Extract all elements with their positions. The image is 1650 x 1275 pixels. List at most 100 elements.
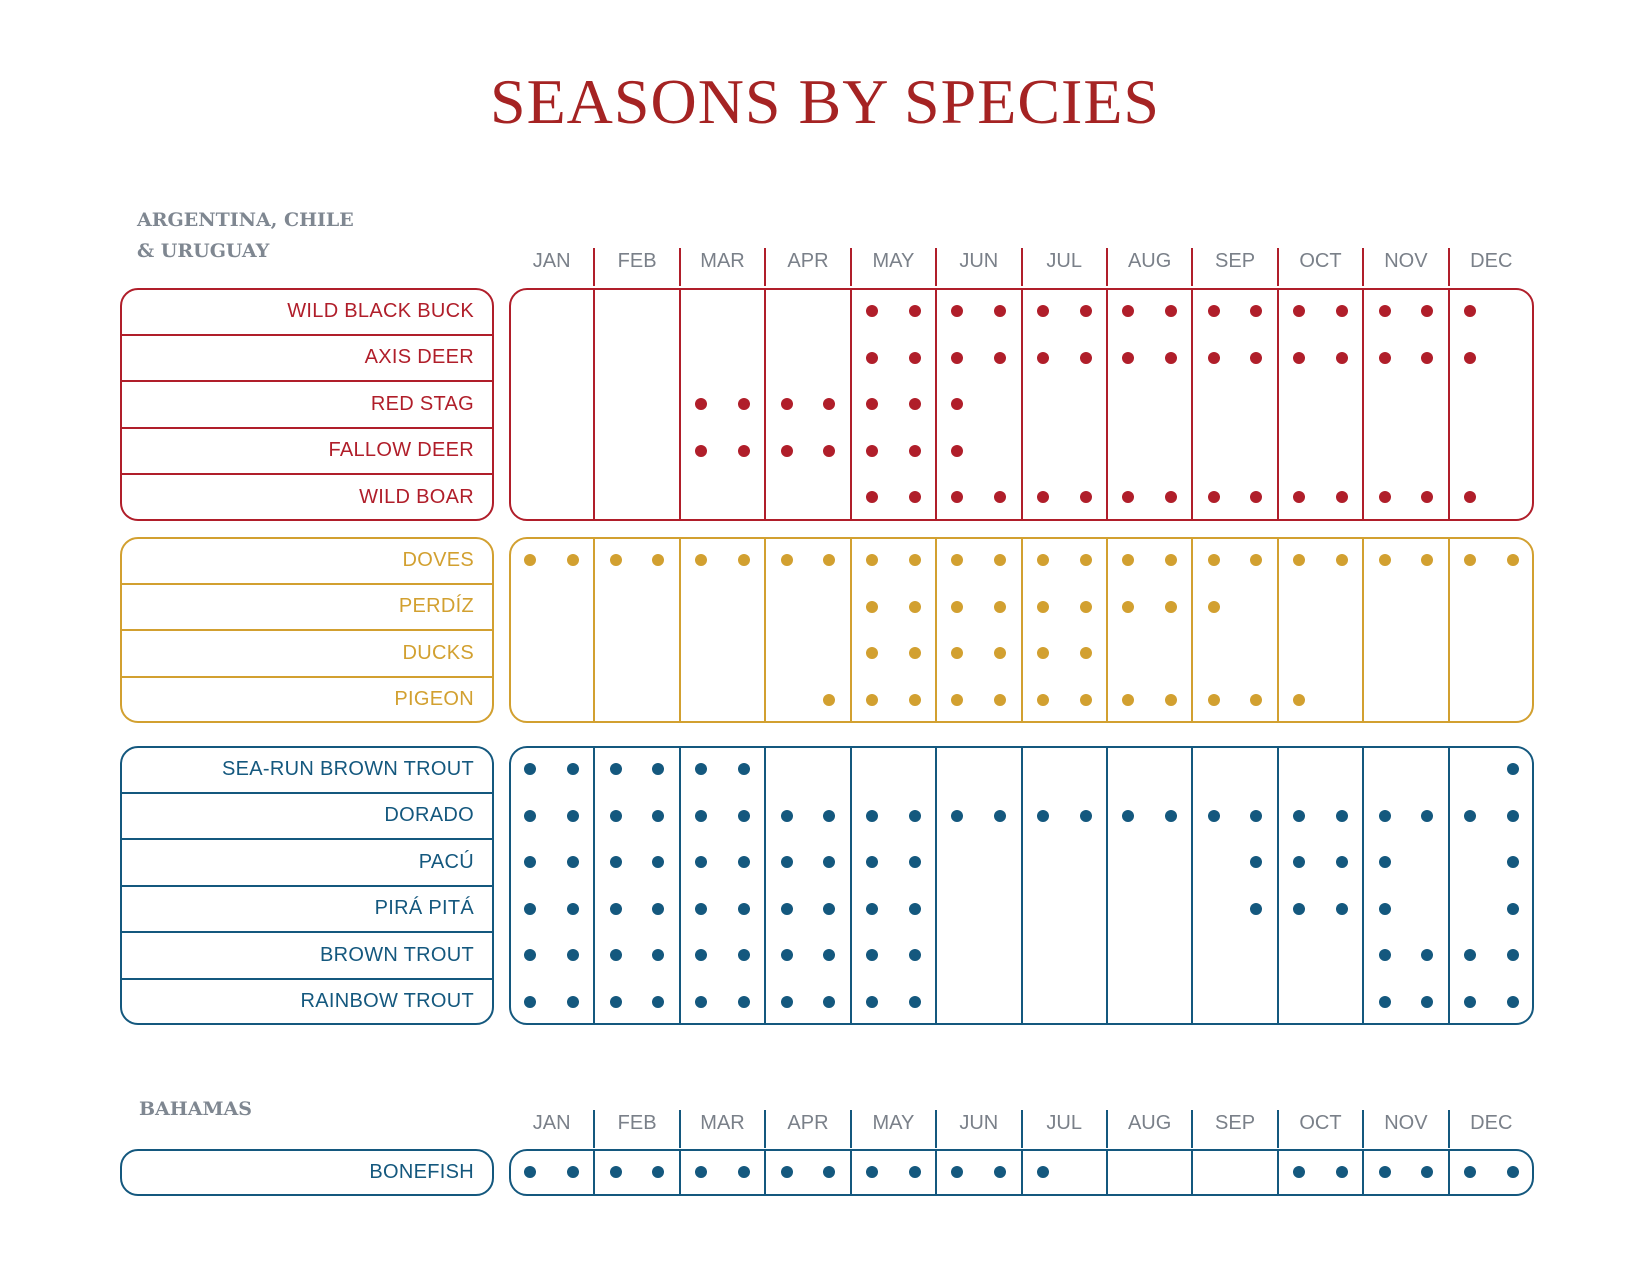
season-mark-dot: [1506, 902, 1519, 915]
season-mark-dot: [524, 856, 537, 869]
season-mark-dot: [1250, 351, 1263, 364]
season-mark-dot: [567, 856, 580, 869]
month-header: AUG: [1127, 1112, 1172, 1134]
label-box-fish: [120, 1149, 494, 1196]
season-mark-dot: [737, 995, 750, 1008]
season-mark-dot: [1250, 554, 1263, 567]
month-header: DEC: [1470, 1112, 1513, 1134]
season-mark-dot: [1335, 554, 1348, 567]
month-header: OCT: [1299, 1112, 1342, 1134]
season-mark-dot: [1335, 305, 1348, 318]
region-label-line: & URUGUAY: [137, 240, 270, 262]
season-mark-dot: [866, 949, 879, 962]
grid-column-line: [593, 537, 596, 723]
season-mark-dot: [866, 351, 879, 364]
season-mark-dot: [695, 949, 708, 962]
month-separator: [593, 248, 596, 286]
season-mark-dot: [609, 554, 622, 567]
season-mark-dot: [908, 305, 921, 318]
season-mark-dot: [1463, 554, 1476, 567]
grid-column-line: [1447, 1149, 1450, 1196]
label-row-divider: [120, 884, 494, 887]
season-mark-dot: [1036, 554, 1049, 567]
season-mark-dot: [1293, 305, 1306, 318]
grid-column-line: [1447, 537, 1450, 723]
month-header: JUL: [1046, 1112, 1082, 1134]
season-mark-dot: [652, 809, 665, 822]
month-separator: [1362, 248, 1365, 286]
season-mark-dot: [823, 902, 836, 915]
month-separator: [678, 248, 681, 286]
season-mark-dot: [567, 809, 580, 822]
season-mark-dot: [524, 949, 537, 962]
month-header: JUN: [959, 250, 999, 272]
month-separator: [1447, 248, 1450, 286]
month-separator: [1362, 1110, 1365, 1148]
season-mark-dot: [951, 351, 964, 364]
grid-column-line: [1105, 1149, 1108, 1196]
season-mark-dot: [1421, 491, 1434, 504]
season-mark-dot: [609, 809, 622, 822]
month-separator: [1447, 1110, 1450, 1148]
label-row-divider: [120, 333, 494, 336]
season-mark-dot: [609, 856, 622, 869]
season-mark-dot: [866, 856, 879, 869]
grid-column-line: [764, 288, 767, 521]
month-header: JUN: [959, 1112, 999, 1134]
season-mark-dot: [994, 305, 1007, 318]
grid-column-line: [1276, 537, 1279, 723]
season-mark-dot: [866, 902, 879, 915]
season-mark-dot: [524, 809, 537, 822]
label-row-divider: [120, 931, 494, 933]
grid-column-line: [593, 288, 596, 521]
region-label: BAHAMAS: [139, 1094, 252, 1125]
season-mark-dot: [1506, 949, 1519, 962]
grid-column-line: [593, 1149, 596, 1196]
season-mark-dot: [1207, 554, 1220, 567]
season-mark-dot: [652, 902, 665, 915]
season-mark-dot: [1421, 554, 1434, 567]
season-mark-dot: [951, 305, 964, 318]
grid-column-line: [1362, 1149, 1365, 1196]
season-mark-dot: [951, 554, 964, 567]
season-mark-dot: [951, 647, 964, 660]
month-header: MAY: [872, 1112, 915, 1134]
season-mark-dot: [951, 491, 964, 504]
season-mark-dot: [994, 491, 1007, 504]
season-mark-dot: [823, 444, 836, 457]
season-mark-dot: [695, 763, 708, 776]
label-row-divider: [120, 426, 494, 429]
season-mark-dot: [908, 949, 921, 962]
season-mark-dot: [1335, 491, 1348, 504]
month-separator: [1191, 1110, 1194, 1148]
season-mark-dot: [994, 809, 1007, 822]
month-header: APR: [787, 250, 829, 272]
season-mark-dot: [1421, 351, 1434, 364]
grid-column-line: [1191, 537, 1194, 723]
season-mark-dot: [1378, 305, 1391, 318]
region-label-line: BAHAMAS: [139, 1098, 252, 1120]
season-mark-dot: [908, 351, 921, 364]
season-mark-dot: [1036, 305, 1049, 318]
season-mark-dot: [1378, 351, 1391, 364]
season-mark-dot: [1293, 554, 1306, 567]
species-label: PIGEON: [394, 688, 474, 711]
species-label: BROWN TROUT: [319, 943, 474, 966]
season-mark-dot: [1164, 351, 1177, 364]
season-mark-dot: [1378, 554, 1391, 567]
season-mark-dot: [1378, 1166, 1391, 1179]
season-mark-dot: [737, 902, 750, 915]
grid-column-line: [1020, 1149, 1023, 1196]
month-separator: [764, 248, 767, 286]
season-mark-dot: [866, 647, 879, 660]
label-row-divider: [120, 380, 494, 382]
season-mark-dot: [1293, 491, 1306, 504]
season-mark-dot: [695, 444, 708, 457]
label-row-divider: [120, 977, 494, 980]
season-mark-dot: [1506, 763, 1519, 776]
season-mark-dot: [695, 1166, 708, 1179]
season-mark-dot: [695, 902, 708, 915]
season-mark-dot: [1250, 809, 1263, 822]
season-mark-dot: [1079, 305, 1092, 318]
grid-column-line: [678, 746, 681, 1025]
